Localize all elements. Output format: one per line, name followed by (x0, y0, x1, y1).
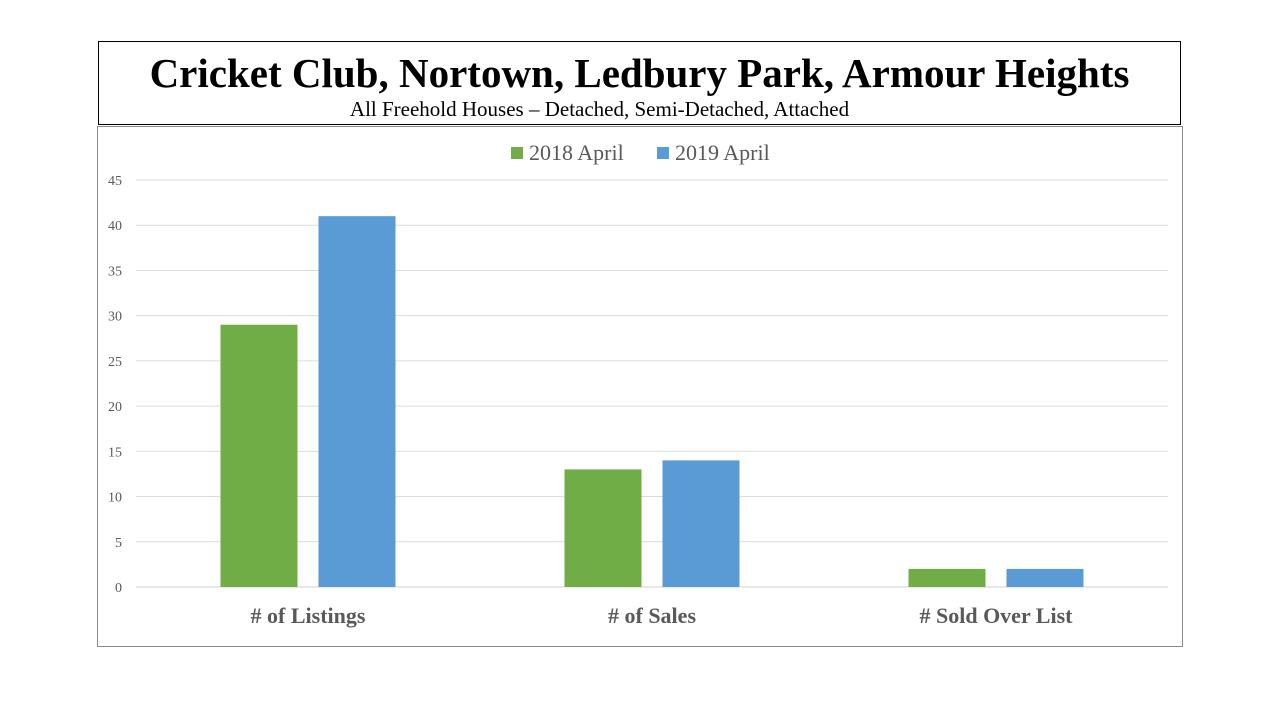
chart-subtitle: All Freehold Houses – Detached, Semi-Det… (349, 97, 850, 121)
y-tick-label: 5 (115, 536, 122, 551)
legend-swatch (657, 147, 669, 159)
bar-chart: 0 5 10 15 20 25 30 35 40 45 # of Listings # of Sale… (108, 140, 1168, 628)
x-category-label: # Sold Over List (919, 603, 1073, 628)
y-tick-label: 30 (108, 310, 122, 325)
bar (908, 568, 986, 587)
legend-label: 2019 April (675, 140, 770, 165)
y-tick-label: 20 (108, 400, 122, 415)
y-tick-label: 10 (108, 491, 122, 506)
chart-title: Cricket Club, Nortown, Ledbury Park, Arm… (149, 50, 1130, 96)
bar (662, 460, 740, 587)
legend-label: 2018 April (529, 140, 624, 165)
y-tick-label: 15 (108, 445, 122, 460)
x-category-label: # of Listings (251, 603, 366, 628)
y-tick-label: 45 (108, 174, 122, 189)
y-tick-label: 35 (108, 264, 122, 279)
bar (318, 216, 396, 587)
bar (1006, 568, 1084, 587)
legend-swatch (511, 147, 523, 159)
chart-area: 0 5 10 15 20 25 30 35 40 45 # of Listings # of Sale… (97, 126, 1183, 647)
y-tick-label: 25 (108, 355, 122, 370)
bar (220, 324, 298, 587)
chart-title-box: Cricket Club, Nortown, Ledbury Park, Arm… (98, 41, 1181, 125)
y-tick-label: 0 (115, 581, 122, 596)
x-category-label: # of Sales (608, 603, 696, 628)
y-tick-label: 40 (108, 219, 122, 234)
bar (564, 469, 642, 587)
